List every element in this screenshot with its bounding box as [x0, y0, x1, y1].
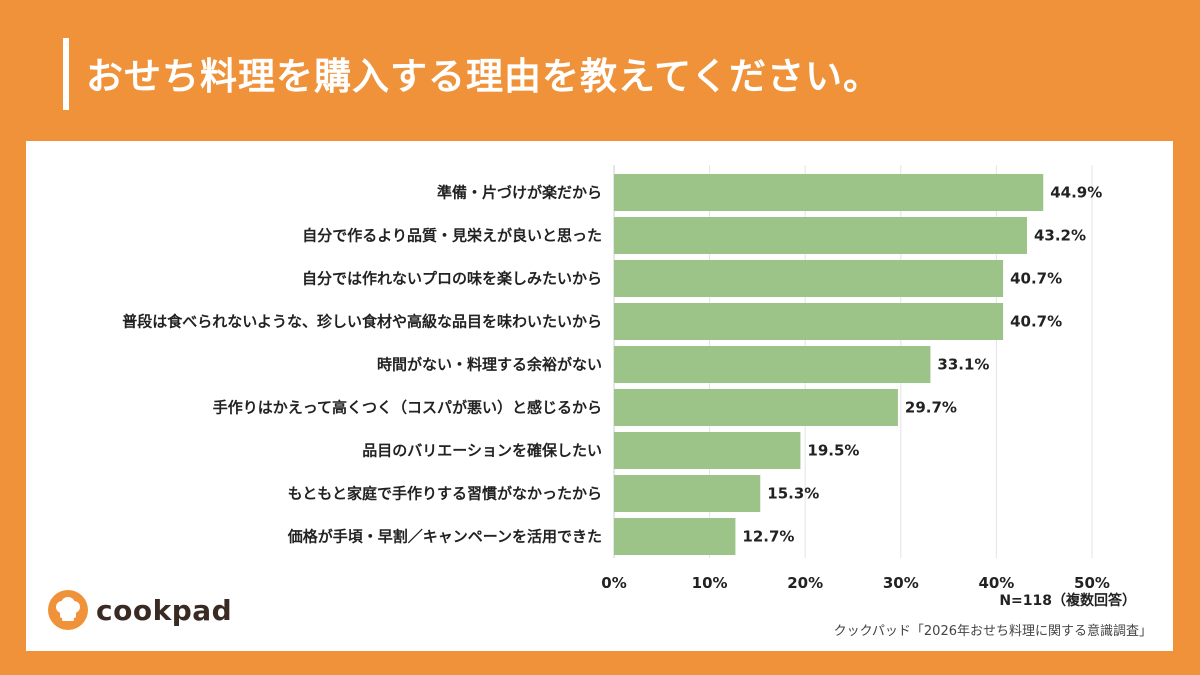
category-label: 価格が手頃・早割／キャンペーンを活用できた: [287, 528, 602, 546]
category-label: 品目のバリエーションを確保したい: [362, 442, 602, 460]
value-label: 33.1%: [937, 356, 989, 374]
page-title: おせち料理を購入する理由を教えてください。: [86, 55, 882, 98]
bar: [614, 475, 761, 512]
title-accent-bar: [63, 38, 69, 110]
x-tick-label: 0%: [601, 574, 626, 592]
source-note: クックパッド「2026年おせち料理に関する意識調査」: [833, 624, 1152, 639]
x-tick-label: 40%: [978, 574, 1014, 592]
category-label: 手作りはかえって高くつく（コスパが悪い）と感じるから: [213, 399, 602, 417]
bar-chart: 0% 10% 20% 30% 40% 50% 準備・片づけが楽だから 44.9% 自分で作るより…: [122, 165, 1110, 592]
x-tick-label: 50%: [1074, 574, 1110, 592]
bar: [614, 389, 898, 426]
value-label: 12.7%: [742, 528, 794, 546]
value-label: 43.2%: [1034, 227, 1086, 245]
value-label: 40.7%: [1010, 313, 1062, 331]
chart-panel: 0% 10% 20% 30% 40% 50% 準備・片づけが楽だから 44.9% 自分で作るより…: [26, 141, 1173, 651]
category-label: 時間がない・料理する余裕がない: [377, 356, 602, 374]
value-label: 29.7%: [905, 399, 957, 417]
category-label: 準備・片づけが楽だから: [437, 184, 602, 202]
cookpad-logo: cookpad: [48, 590, 232, 630]
value-label: 40.7%: [1010, 270, 1062, 288]
category-label: 普段は食べられないような、珍しい食材や高級な品目を味わいたいから: [122, 313, 602, 331]
value-label: 19.5%: [807, 442, 859, 460]
category-label: 自分では作れないプロの味を楽しみたいから: [302, 270, 602, 288]
category-label: もともと家庭で手作りする習慣がなかったから: [288, 485, 602, 503]
sample-size-note: N=118（複数回答）: [999, 593, 1136, 609]
bar: [614, 217, 1027, 254]
x-tick-label: 30%: [883, 574, 919, 592]
bar: [614, 260, 1004, 297]
bar: [614, 303, 1004, 340]
value-label: 15.3%: [767, 485, 819, 503]
bar: [614, 518, 736, 555]
bar: [614, 432, 801, 469]
x-tick-label: 10%: [692, 574, 728, 592]
value-label: 44.9%: [1050, 184, 1102, 202]
x-tick-label: 20%: [787, 574, 823, 592]
bar: [614, 346, 931, 383]
bar: [614, 174, 1044, 211]
chef-hat-icon: [48, 590, 88, 630]
logo-text: cookpad: [96, 593, 233, 627]
category-label: 自分で作るより品質・見栄えが良いと思った: [302, 227, 602, 245]
